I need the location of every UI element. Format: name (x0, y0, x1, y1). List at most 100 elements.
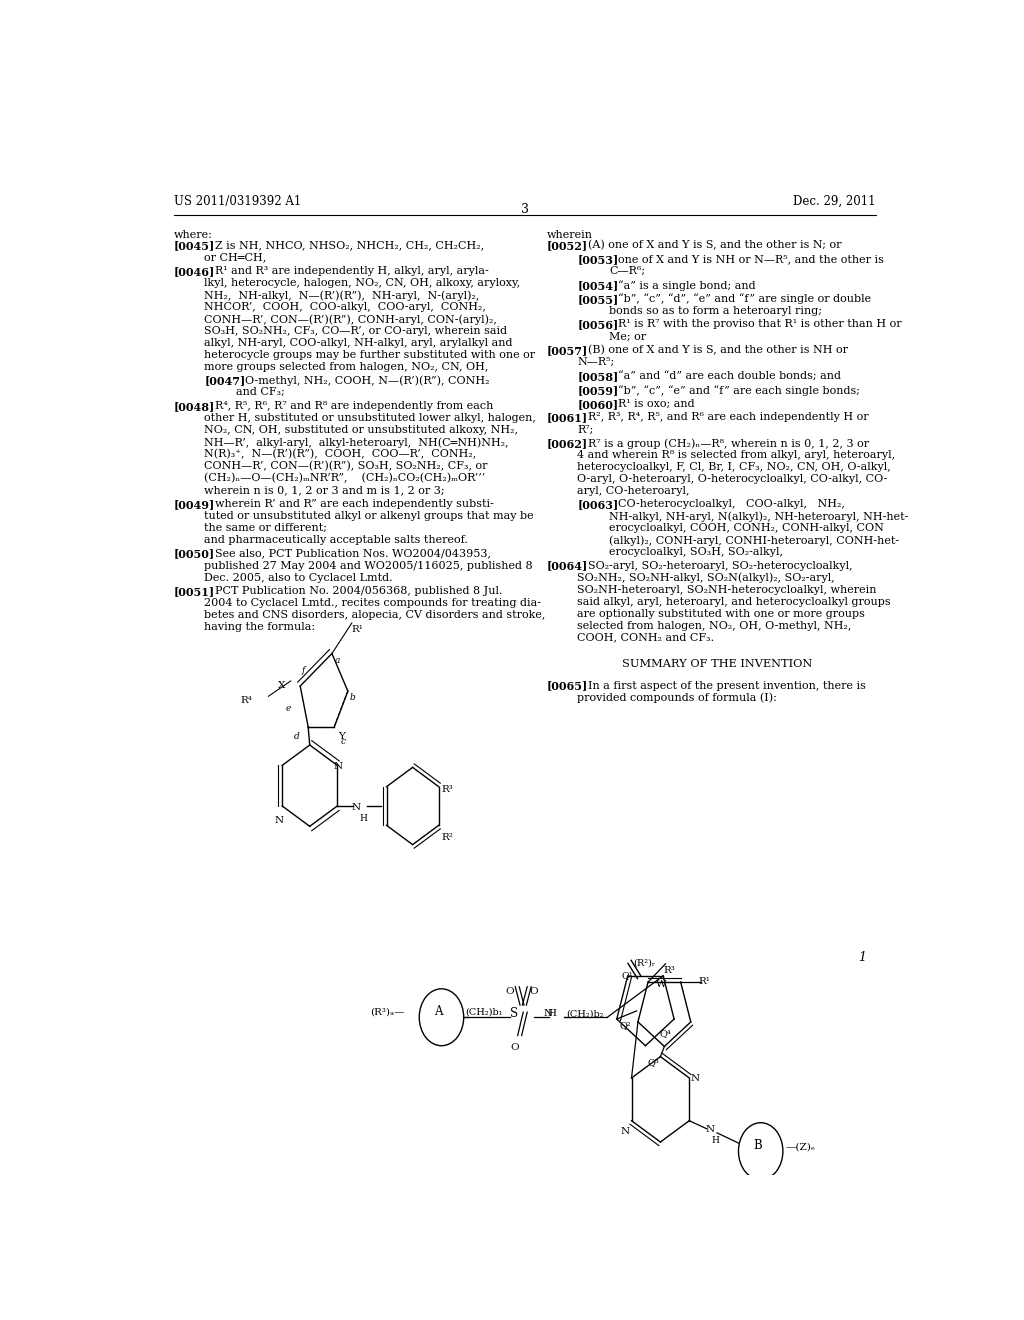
Text: R³: R³ (442, 784, 454, 793)
Text: R¹: R¹ (699, 977, 711, 986)
Text: O: O (529, 987, 539, 995)
Text: O-methyl, NH₂, COOH, N—(R’)(R”), CONH₂: O-methyl, NH₂, COOH, N—(R’)(R”), CONH₂ (246, 375, 489, 385)
Text: R¹ is R⁷ with the proviso that R¹ is other than H or: R¹ is R⁷ with the proviso that R¹ is oth… (618, 319, 902, 330)
Text: CONH—R’, CON—(R’)(R”), CONH-aryl, CON-(aryl)₂,: CONH—R’, CON—(R’)(R”), CONH-aryl, CON-(a… (204, 314, 497, 325)
Text: [0053]: [0053] (578, 255, 618, 265)
Text: O: O (511, 1043, 519, 1052)
Text: W: W (656, 981, 667, 990)
Text: and CF₃;: and CF₃; (236, 387, 285, 397)
Text: [0065]: [0065] (547, 681, 588, 692)
Text: d: d (294, 731, 300, 741)
Text: SUMMARY OF THE INVENTION: SUMMARY OF THE INVENTION (623, 659, 813, 669)
Text: e: e (286, 705, 291, 713)
Text: [0063]: [0063] (578, 499, 618, 511)
Text: SO₂-aryl, SO₂-heteroaryl, SO₂-heterocycloalkyl,: SO₂-aryl, SO₂-heteroaryl, SO₂-heterocycl… (588, 561, 853, 570)
Text: having the formula:: having the formula: (204, 622, 315, 632)
Text: (B) one of X and Y is S, and the other is NH or: (B) one of X and Y is S, and the other i… (588, 346, 848, 355)
Text: B: B (754, 1139, 762, 1152)
Text: [0060]: [0060] (578, 399, 618, 409)
Text: other H, substituted or unsubstituted lower alkyl, halogen,: other H, substituted or unsubstituted lo… (204, 413, 536, 422)
Text: SO₂NH₂, SO₂NH-alkyl, SO₂N(alkyl)₂, SO₂-aryl,: SO₂NH₂, SO₂NH-alkyl, SO₂N(alkyl)₂, SO₂-a… (578, 573, 835, 583)
Text: SO₃H, SO₂NH₂, CF₃, CO—R’, or CO-aryl, wherein said: SO₃H, SO₂NH₂, CF₃, CO—R’, or CO-aryl, wh… (204, 326, 507, 337)
Text: “b”, “c”, “d”, “e” and “f” are single or double: “b”, “c”, “d”, “e” and “f” are single or… (618, 294, 871, 305)
Text: lkyl, heterocycle, halogen, NO₂, CN, OH, alkoxy, aryloxy,: lkyl, heterocycle, halogen, NO₂, CN, OH,… (204, 279, 520, 288)
Text: [0047]: [0047] (204, 375, 246, 387)
Text: [0057]: [0057] (547, 346, 588, 356)
Text: (CH₂)b₁: (CH₂)b₁ (465, 1007, 503, 1016)
Text: (R²)ᵣ: (R²)ᵣ (634, 958, 655, 968)
Text: C—R⁶;: C—R⁶; (609, 267, 645, 276)
Text: (R³)ₐ—: (R³)ₐ— (370, 1007, 404, 1016)
Text: (alkyl)₂, CONH-aryl, CONHI-heteroaryl, CONH-het-: (alkyl)₂, CONH-aryl, CONHI-heteroaryl, C… (609, 536, 899, 546)
Text: b: b (349, 693, 355, 702)
Text: H: H (548, 1008, 557, 1018)
Text: R⁴, R⁵, R⁶, R⁷ and R⁸ are independently from each: R⁴, R⁵, R⁶, R⁷ and R⁸ are independently … (215, 401, 494, 411)
Text: N: N (333, 762, 342, 771)
Text: Y: Y (338, 731, 345, 741)
Text: CONH—R’, CON—(R’)(R”), SO₃H, SO₂NH₂, CF₃, or: CONH—R’, CON—(R’)(R”), SO₃H, SO₂NH₂, CF₃… (204, 461, 487, 471)
Text: N: N (691, 1074, 700, 1082)
Text: wherein: wherein (547, 230, 593, 239)
Text: [0061]: [0061] (547, 412, 588, 424)
Text: [0052]: [0052] (547, 240, 588, 251)
Text: In a first aspect of the present invention, there is: In a first aspect of the present inventi… (588, 681, 866, 690)
Text: published 27 May 2004 and WO2005/116025, published 8: published 27 May 2004 and WO2005/116025,… (204, 561, 532, 570)
Text: one of X and Y is NH or N—R⁵, and the other is: one of X and Y is NH or N—R⁵, and the ot… (618, 255, 885, 264)
Text: R²: R² (442, 833, 454, 842)
Text: N—R⁵;: N—R⁵; (578, 358, 614, 367)
Text: more groups selected from halogen, NO₂, CN, OH,: more groups selected from halogen, NO₂, … (204, 362, 488, 372)
Text: a: a (334, 656, 340, 664)
Text: Me; or: Me; or (609, 331, 646, 342)
Text: heterocycloalkyl, F, Cl, Br, I, CF₃, NO₂, CN, OH, O-alkyl,: heterocycloalkyl, F, Cl, Br, I, CF₃, NO₂… (578, 462, 891, 473)
Text: 1: 1 (858, 952, 866, 964)
Text: [0045]: [0045] (174, 240, 215, 251)
Text: N: N (706, 1125, 715, 1134)
Text: X: X (278, 681, 286, 690)
Text: R², R³, R⁴, R⁵, and R⁶ are each independently H or: R², R³, R⁴, R⁵, and R⁶ are each independ… (588, 412, 869, 422)
Text: (CH₂)ₙ—O—(CH₂)ₘNR’R”,    (CH₂)ₙCO₂(CH₂)ₘOR’’’: (CH₂)ₙ—O—(CH₂)ₘNR’R”, (CH₂)ₙCO₂(CH₂)ₘOR’… (204, 473, 485, 483)
Text: R⁷;: R⁷; (578, 425, 594, 434)
Text: “b”, “c”, “e” and “f” are each single bonds;: “b”, “c”, “e” and “f” are each single bo… (618, 385, 860, 396)
Text: f: f (302, 665, 305, 675)
Text: heterocycle groups may be further substituted with one or: heterocycle groups may be further substi… (204, 350, 536, 360)
Text: R⁴: R⁴ (241, 696, 253, 705)
Text: are optionally substituted with one or more groups: are optionally substituted with one or m… (578, 609, 865, 619)
Text: R³: R³ (664, 966, 676, 975)
Text: A: A (434, 1005, 442, 1018)
Text: H: H (712, 1137, 719, 1144)
Text: Z is NH, NHCO, NHSO₂, NHCH₂, CH₂, CH₂CH₂,: Z is NH, NHCO, NHSO₂, NHCH₂, CH₂, CH₂CH₂… (215, 240, 484, 251)
Text: R¹ and R³ are independently H, alkyl, aryl, aryla-: R¹ and R³ are independently H, alkyl, ar… (215, 267, 489, 276)
Text: c: c (341, 737, 346, 746)
Text: CO-heterocycloalkyl,   COO-alkyl,   NH₂,: CO-heterocycloalkyl, COO-alkyl, NH₂, (618, 499, 846, 510)
Text: N: N (274, 816, 284, 825)
Text: NHCOR’,  COOH,  COO-alkyl,  COO-aryl,  CONH₂,: NHCOR’, COOH, COO-alkyl, COO-aryl, CONH₂… (204, 302, 486, 312)
Text: [0064]: [0064] (547, 561, 588, 572)
Text: NO₂, CN, OH, substituted or unsubstituted alkoxy, NH₂,: NO₂, CN, OH, substituted or unsubstitute… (204, 425, 518, 436)
Text: O: O (506, 987, 514, 995)
Text: betes and CNS disorders, alopecia, CV disorders and stroke,: betes and CNS disorders, alopecia, CV di… (204, 610, 546, 620)
Text: said alkyl, aryl, heteroaryl, and heterocycloalkyl groups: said alkyl, aryl, heteroaryl, and hetero… (578, 597, 891, 607)
Text: erocycloalkyl, SO₃H, SO₂-alkyl,: erocycloalkyl, SO₃H, SO₂-alkyl, (609, 548, 783, 557)
Text: [0062]: [0062] (547, 438, 588, 449)
Text: wherein R’ and R” are each independently substi-: wherein R’ and R” are each independently… (215, 499, 495, 508)
Text: [0055]: [0055] (578, 294, 618, 305)
Text: [0049]: [0049] (174, 499, 215, 510)
Text: Q²: Q² (620, 1022, 632, 1030)
Text: [0048]: [0048] (174, 401, 215, 412)
Text: tuted or unsubstituted alkyl or alkenyl groups that may be: tuted or unsubstituted alkyl or alkenyl … (204, 511, 534, 521)
Text: [0051]: [0051] (174, 586, 215, 598)
Text: Q³: Q³ (647, 1057, 658, 1067)
Text: NH₂,  NH-alkyl,  N—(R’)(R”),  NH-aryl,  N-(aryl)₂,: NH₂, NH-alkyl, N—(R’)(R”), NH-aryl, N-(a… (204, 290, 479, 301)
Text: —(Z)ₑ: —(Z)ₑ (785, 1143, 815, 1152)
Text: (A) one of X and Y is S, and the other is N; or: (A) one of X and Y is S, and the other i… (588, 240, 842, 251)
Text: COOH, CONH₂ and CF₃.: COOH, CONH₂ and CF₃. (578, 632, 715, 643)
Text: 3: 3 (521, 203, 528, 216)
Text: H: H (359, 814, 368, 824)
Text: (CH₂)b₂: (CH₂)b₂ (566, 1008, 603, 1018)
Text: O-aryl, O-heteroaryl, O-heterocycloalkyl, CO-alkyl, CO-: O-aryl, O-heteroaryl, O-heterocycloalkyl… (578, 474, 888, 484)
Text: “a” and “d” are each double bonds; and: “a” and “d” are each double bonds; and (618, 371, 842, 381)
Text: wherein n is 0, 1, 2 or 3 and m is 1, 2 or 3;: wherein n is 0, 1, 2 or 3 and m is 1, 2 … (204, 484, 444, 495)
Text: 2004 to Cyclacel Lmtd., recites compounds for treating dia-: 2004 to Cyclacel Lmtd., recites compound… (204, 598, 542, 609)
Text: Dec. 29, 2011: Dec. 29, 2011 (793, 195, 876, 209)
Text: See also, PCT Publication Nos. WO2004/043953,: See also, PCT Publication Nos. WO2004/04… (215, 549, 492, 558)
